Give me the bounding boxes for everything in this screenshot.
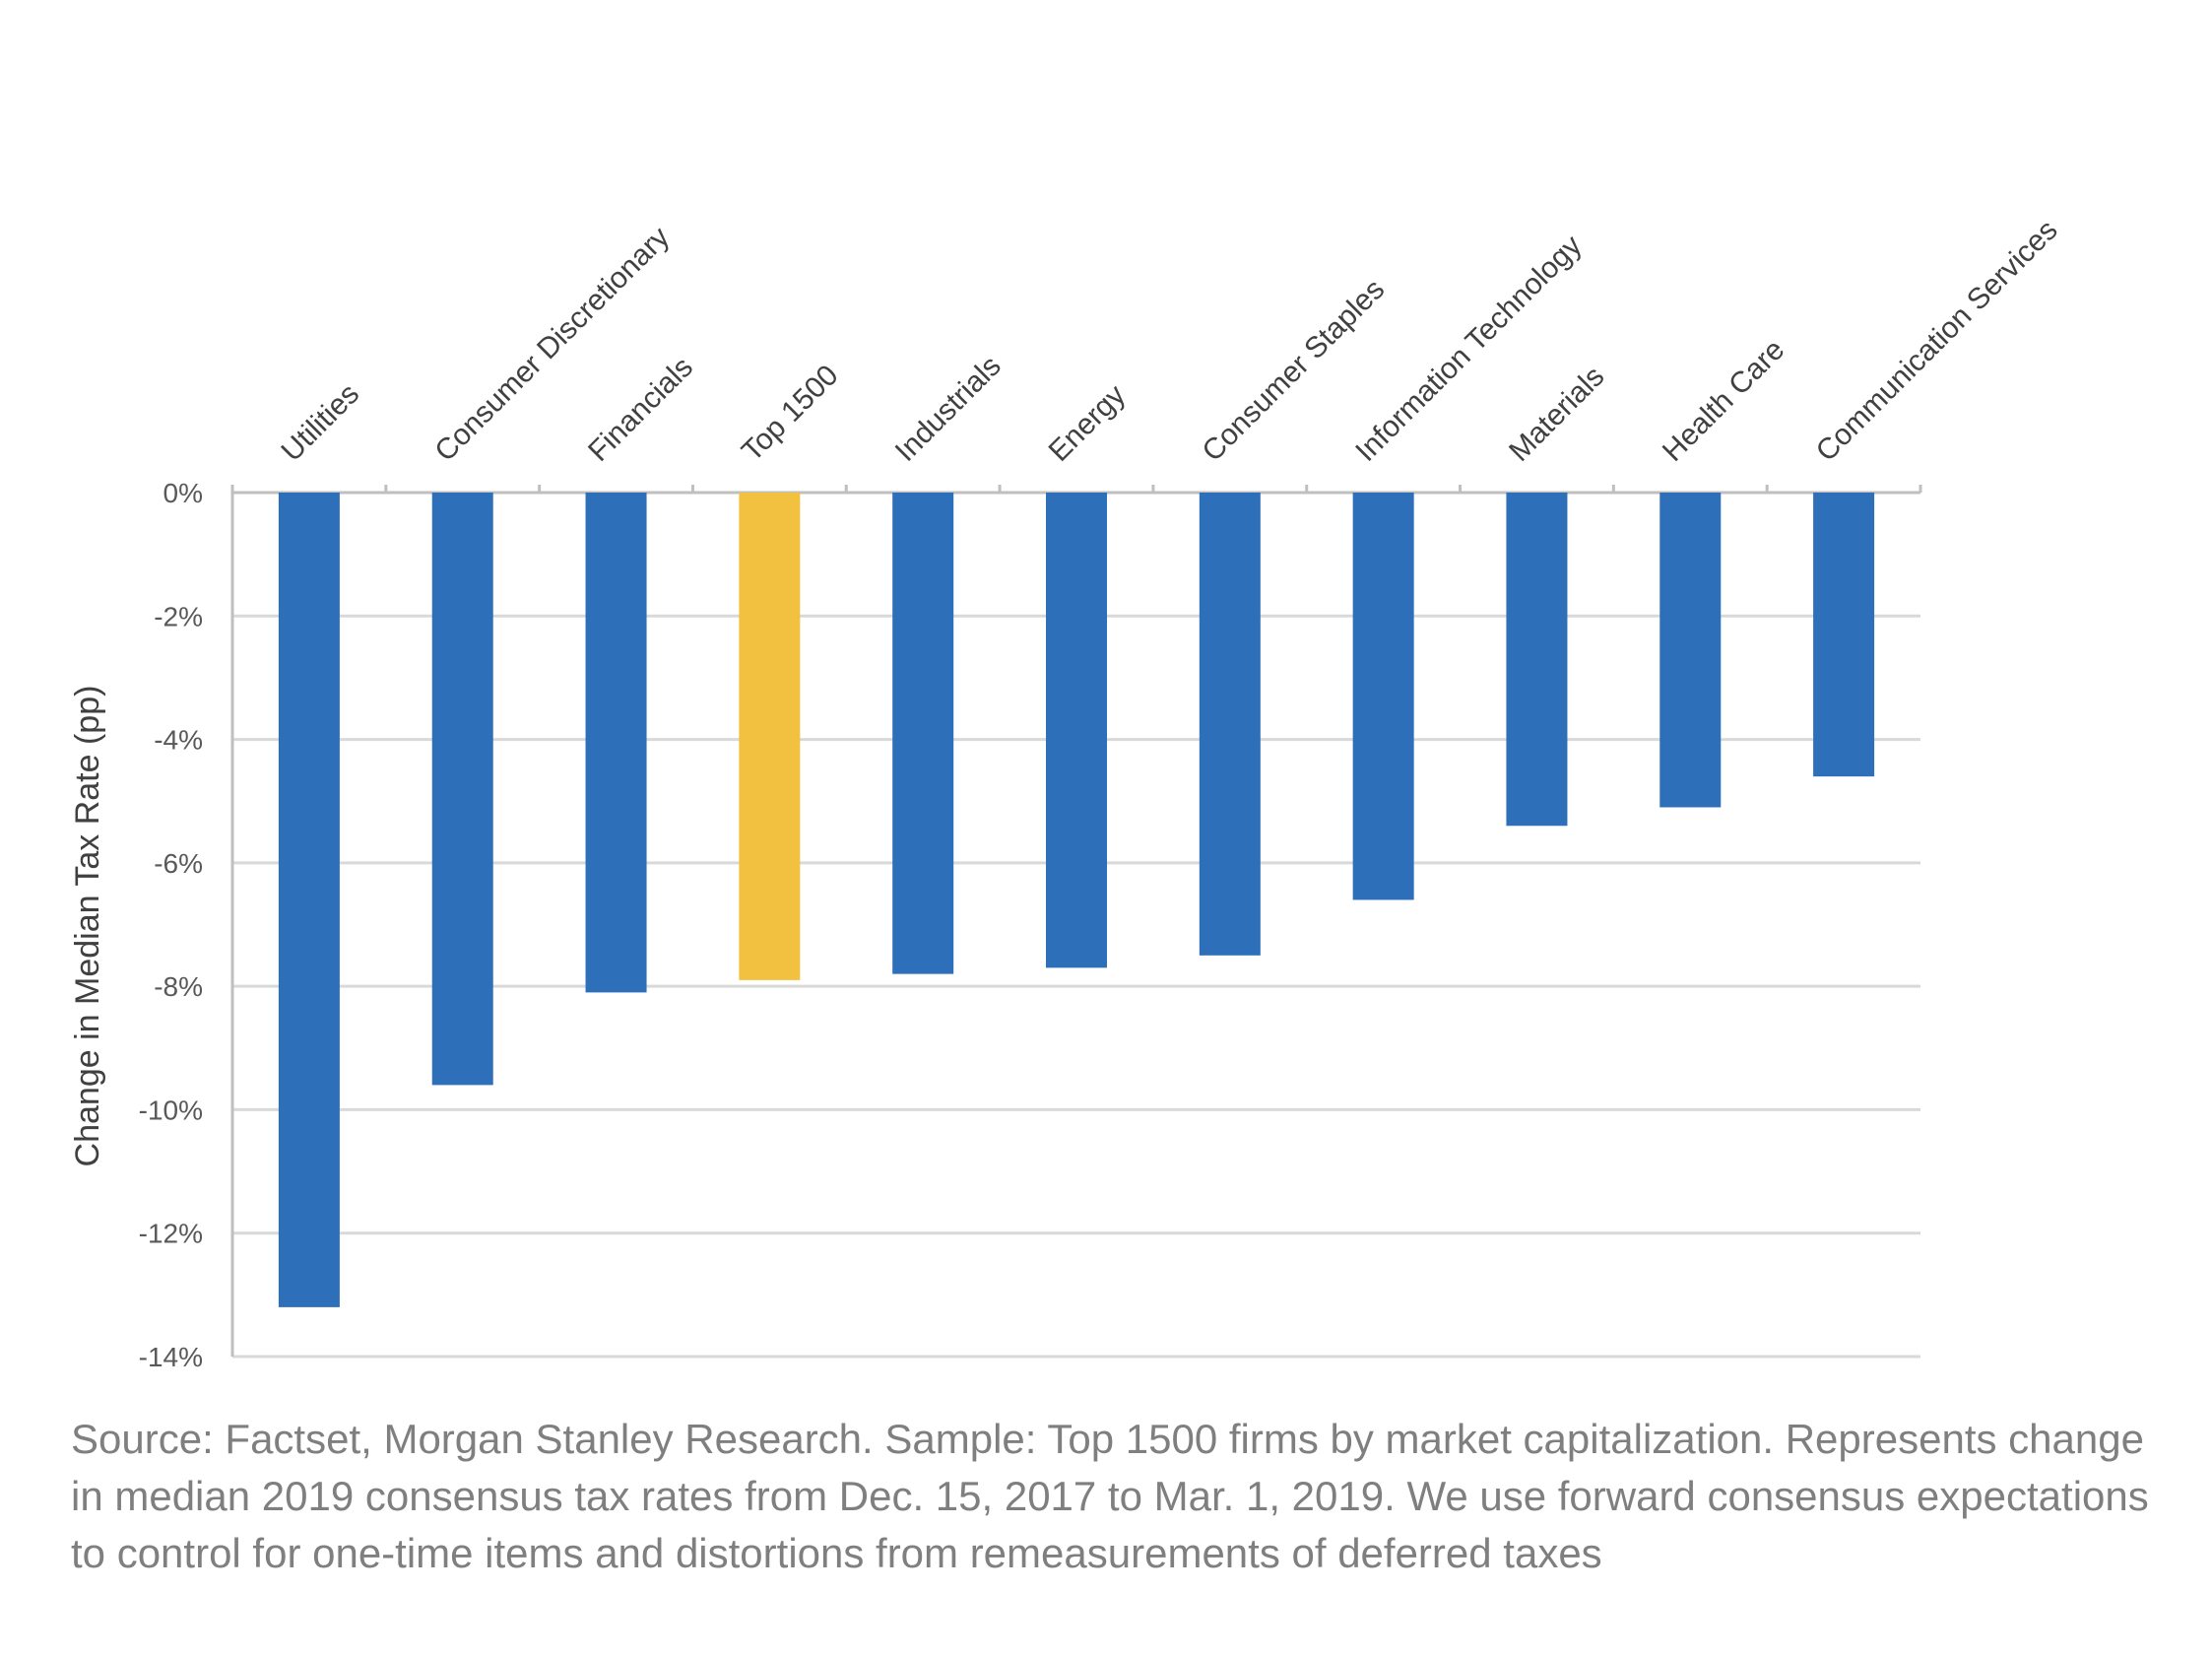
y-axis-ticks: 0% -2% -4% -6% -8% -10% -12% -14% bbox=[139, 478, 203, 1372]
bars bbox=[278, 493, 1875, 1307]
y-tick-label: 0% bbox=[163, 478, 203, 508]
bar-top-1500 bbox=[739, 493, 801, 980]
category-label: Industrials bbox=[889, 350, 1008, 468]
category-label: Top 1500 bbox=[736, 359, 845, 468]
y-tick-label: -8% bbox=[154, 971, 203, 1002]
category-label: Communication Services bbox=[1810, 214, 2064, 468]
bar-consumer-discretionary bbox=[431, 493, 493, 1086]
source-note: Source: Factset, Morgan Stanley Research… bbox=[71, 1416, 2149, 1576]
bar-communication-services bbox=[1813, 493, 1875, 777]
y-tick-label: -2% bbox=[154, 601, 203, 631]
y-tick-label: -12% bbox=[139, 1219, 203, 1249]
category-label: Utilities bbox=[276, 377, 366, 468]
y-axis-label: Change in Median Tax Rate (pp) bbox=[69, 686, 106, 1167]
bar-industrials bbox=[892, 493, 954, 974]
category-label: Materials bbox=[1503, 361, 1610, 468]
bar-utilities bbox=[278, 493, 340, 1307]
bar-materials bbox=[1506, 493, 1568, 827]
bar-consumer-staples bbox=[1199, 493, 1261, 956]
y-tick-label: -10% bbox=[139, 1095, 203, 1125]
bar-financials bbox=[585, 493, 647, 993]
bar-chart: 0% -2% -4% -6% -8% -10% -12% -14% Utilities Cons… bbox=[69, 214, 2064, 1372]
category-labels: Utilities Consumer DiscretionaryFinancial… bbox=[276, 214, 2064, 468]
category-label: Financials bbox=[582, 351, 699, 468]
bar-information-technology bbox=[1352, 493, 1414, 900]
category-label: Energy bbox=[1043, 378, 1133, 468]
bar-energy bbox=[1046, 493, 1107, 968]
y-tick-label: -6% bbox=[154, 848, 203, 879]
bar-health-care bbox=[1659, 493, 1722, 808]
y-tick-label: -14% bbox=[139, 1342, 203, 1372]
y-tick-label: -4% bbox=[154, 725, 203, 756]
category-label: Health Care bbox=[1657, 333, 1791, 468]
